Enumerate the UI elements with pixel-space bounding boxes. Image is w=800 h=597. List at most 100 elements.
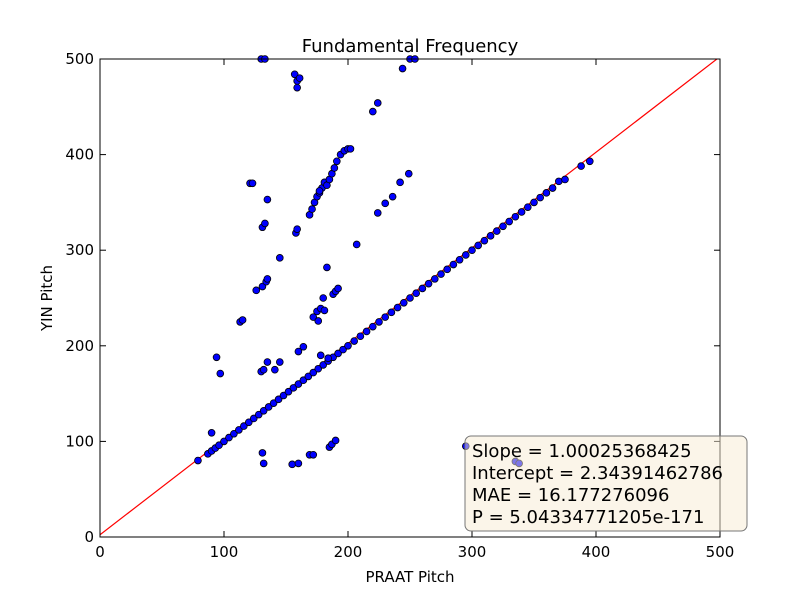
stats-mae: MAE = 16.177276096 <box>472 485 669 506</box>
data-point <box>240 422 248 430</box>
data-point <box>412 289 421 298</box>
data-point <box>315 187 324 195</box>
data-point <box>333 157 341 166</box>
data-point <box>468 246 476 255</box>
data-point <box>309 450 318 459</box>
data-point <box>368 107 377 116</box>
data-point <box>324 354 332 363</box>
data-point <box>373 209 382 217</box>
data-point <box>499 222 507 231</box>
data-point <box>314 317 323 325</box>
data-point <box>585 157 594 166</box>
data-point <box>480 236 489 245</box>
data-point <box>299 342 308 351</box>
data-point <box>437 270 445 278</box>
data-point <box>294 347 303 356</box>
x-tick-label: 300 <box>458 543 487 561</box>
data-point <box>259 407 268 415</box>
data-point <box>249 414 258 423</box>
stats-slope: Slope = 1.00025368425 <box>472 441 692 462</box>
data-point <box>261 219 269 228</box>
data-point <box>346 145 355 153</box>
data-point <box>373 99 382 107</box>
data-point <box>304 372 313 381</box>
data-point <box>263 358 272 366</box>
data-point <box>505 217 514 226</box>
data-point <box>393 303 402 312</box>
data-point <box>492 227 501 235</box>
y-tick-label: 500 <box>65 50 94 68</box>
data-point <box>207 428 216 437</box>
data-point <box>344 341 352 350</box>
data-point <box>215 441 223 450</box>
data-point <box>289 384 298 392</box>
data-point <box>554 177 563 186</box>
data-point <box>258 449 267 457</box>
data-point <box>517 208 526 216</box>
data-point <box>288 460 297 469</box>
data-point <box>314 364 323 373</box>
x-tick-label: 200 <box>334 543 363 561</box>
data-point <box>399 298 408 307</box>
data-point <box>319 361 328 369</box>
data-point <box>331 436 340 445</box>
data-point <box>486 232 495 240</box>
data-point <box>330 164 339 172</box>
data-point <box>259 365 268 374</box>
data-point <box>245 418 253 427</box>
data-point <box>548 184 557 192</box>
data-point <box>352 240 361 249</box>
data-point <box>293 83 301 92</box>
data-point <box>455 255 464 264</box>
data-point <box>350 337 359 345</box>
data-point <box>216 369 225 378</box>
data-point <box>269 399 278 407</box>
x-tick-label: 500 <box>706 543 735 561</box>
data-point <box>290 70 299 79</box>
data-point <box>220 437 228 446</box>
data-point <box>308 205 316 213</box>
axis-ticks: 0 100 200 300 400 500 0 100 200 300 400 500 <box>65 50 734 561</box>
x-tick-label: 100 <box>210 543 239 561</box>
data-point <box>418 284 427 293</box>
data-point <box>309 368 318 377</box>
data-point <box>449 260 458 269</box>
data-point <box>334 284 342 293</box>
y-tick-label: 100 <box>65 432 94 450</box>
stats-annotation-box: Slope = 1.00025368425 Intercept = 2.3439… <box>464 435 748 532</box>
data-point <box>387 308 396 317</box>
data-point <box>356 332 365 341</box>
stats-box-background <box>464 435 748 532</box>
y-tick-label: 400 <box>65 146 94 164</box>
data-point <box>263 275 272 283</box>
data-point <box>334 349 342 358</box>
data-point <box>339 345 347 354</box>
data-point <box>424 279 433 288</box>
data-point <box>406 294 414 302</box>
data-point <box>194 456 202 465</box>
data-point <box>275 358 284 366</box>
data-point <box>561 175 569 184</box>
data-point <box>271 365 279 374</box>
data-point <box>375 318 383 326</box>
data-point <box>536 193 544 202</box>
data-point <box>254 410 263 419</box>
data-point <box>212 353 221 362</box>
y-tick-label: 200 <box>65 337 94 355</box>
data-point <box>248 179 257 188</box>
data-point <box>284 387 293 396</box>
data-point <box>523 203 532 211</box>
y-tick-label: 0 <box>84 528 94 546</box>
data-point <box>293 225 301 233</box>
data-point <box>542 189 551 197</box>
data-point <box>238 316 247 324</box>
data-point <box>259 459 268 468</box>
data-point <box>381 199 390 208</box>
chart-title: Fundamental Frequency <box>302 36 519 57</box>
data-point <box>316 351 325 360</box>
data-point <box>294 459 303 468</box>
data-point <box>274 395 283 404</box>
data-point <box>530 198 538 207</box>
plot-border <box>99 58 721 538</box>
